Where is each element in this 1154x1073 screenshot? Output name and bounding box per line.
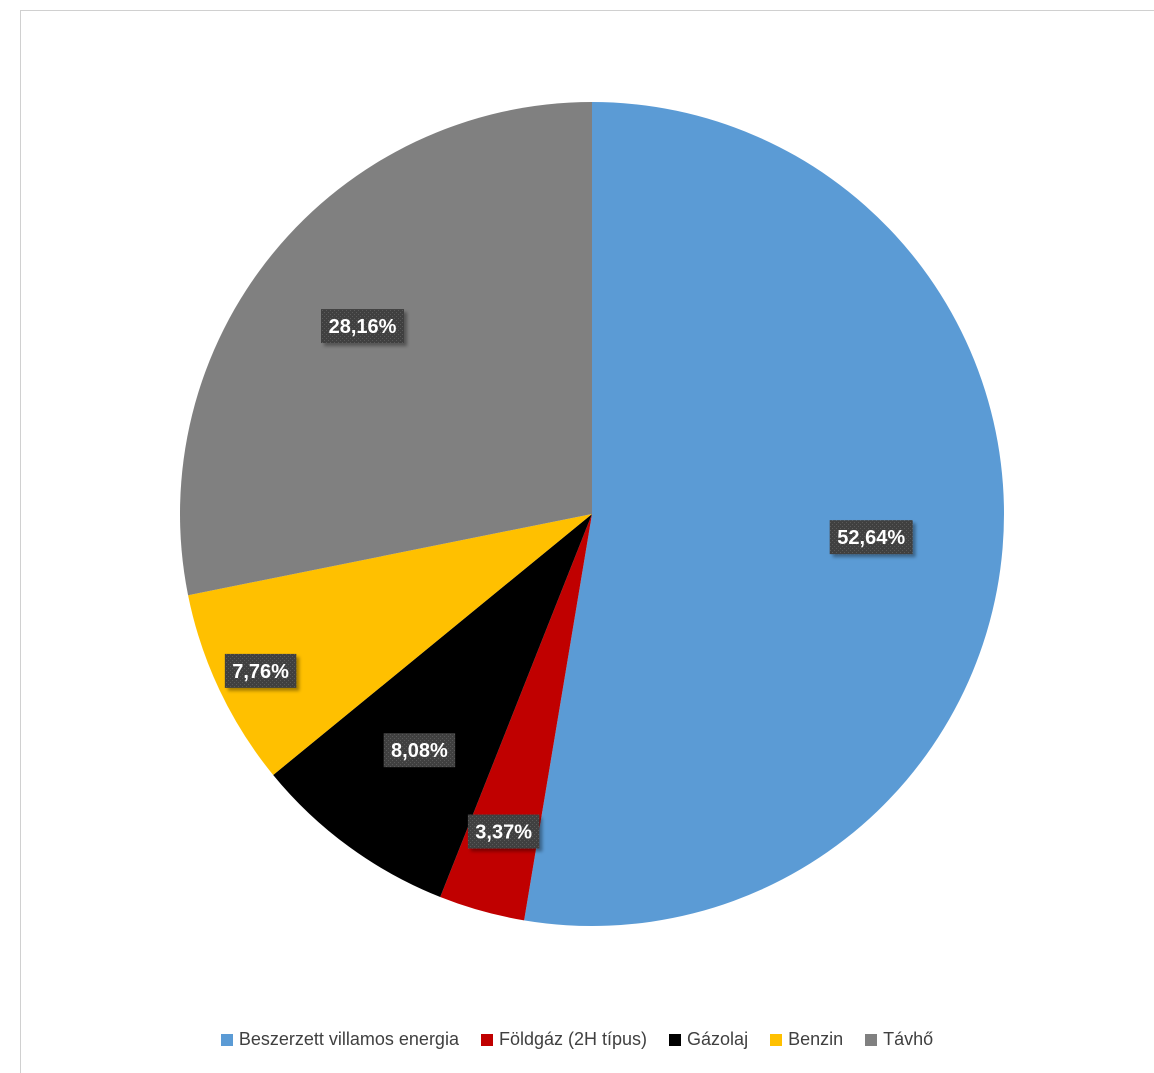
data-label-text-villamos-energia: 52,64% <box>837 527 905 549</box>
legend-label-tavho: Távhő <box>883 1029 934 1049</box>
pie-data-labels: 52,64% 3,37% 8,08% 7,76% 28,16% <box>224 309 913 849</box>
legend: Beszerzett villamos energia Földgáz (2H t… <box>0 1029 1154 1050</box>
legend-swatch-foldgaz <box>480 1033 493 1046</box>
legend-label-foldgaz: Földgáz (2H típus) <box>498 1029 648 1049</box>
pie-slice-villamos-energia <box>524 102 1004 926</box>
data-label-villamos-energia: 52,64% <box>829 520 913 555</box>
legend-entry-benzin: Benzin <box>770 1029 843 1050</box>
data-label-text-tavho: 28,16% <box>329 316 397 338</box>
pie-chart: 52,64% 3,37% 8,08% 7,76% 28,16% <box>179 102 1004 926</box>
pie-slices <box>179 102 1004 926</box>
data-label-foldgaz: 3,37% <box>467 814 540 849</box>
legend-label-benzin: Benzin <box>788 1029 844 1049</box>
legend-entry-tavho: Távhő <box>865 1029 933 1050</box>
data-label-box-villamos-energia <box>829 520 913 555</box>
data-label-text-foldgaz: 3,37% <box>475 822 532 844</box>
legend-swatch-benzin <box>770 1033 783 1046</box>
data-label-box-gazolaj <box>383 733 456 768</box>
legend-swatch-gazolaj <box>669 1033 682 1046</box>
data-label-text-gazolaj: 8,08% <box>391 740 448 762</box>
data-label-box-tavho <box>321 309 405 344</box>
data-label-gazolaj: 8,08% <box>383 733 456 768</box>
legend-entry-gazolaj: Gázolaj <box>669 1029 748 1050</box>
pie-slice-benzin <box>188 514 592 775</box>
pie-slice-gazolaj <box>273 514 592 898</box>
legend-swatch-tavho <box>865 1033 878 1046</box>
data-label-box-foldgaz <box>467 814 540 849</box>
legend-entry-villamos-energia: Beszerzett villamos energia <box>220 1029 459 1050</box>
data-label-text-benzin: 7,76% <box>232 661 289 683</box>
legend-label-gazolaj: Gázolaj <box>687 1029 749 1049</box>
data-label-box-benzin <box>224 653 297 688</box>
legend-entry-foldgaz: Földgáz (2H típus) <box>480 1029 648 1050</box>
legend-swatch-villamos-energia <box>220 1033 233 1046</box>
data-label-benzin: 7,76% <box>224 653 297 688</box>
pie-slice-tavho <box>179 102 592 596</box>
legend-label-villamos-energia: Beszerzett villamos energia <box>238 1029 459 1049</box>
data-label-tavho: 28,16% <box>321 309 405 344</box>
